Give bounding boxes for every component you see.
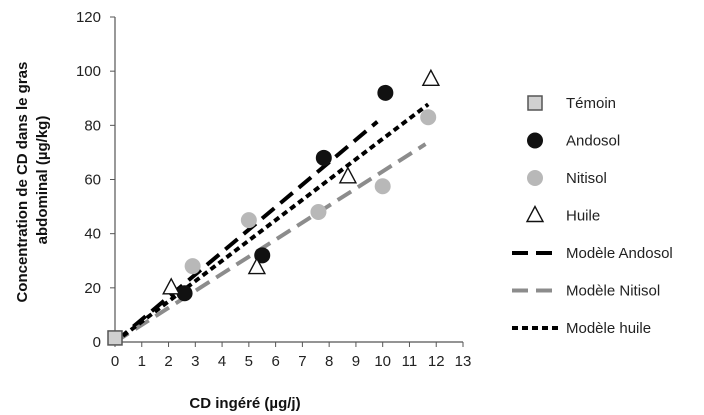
point-nitisol [184, 258, 201, 275]
y-tick-label: 80 [84, 117, 101, 134]
legend-marker-témoin [527, 95, 543, 111]
y-tick-label: 0 [93, 334, 101, 351]
y-tick-label: 20 [84, 280, 101, 297]
model-line-mod-le-andosol [113, 120, 379, 344]
legend-label: Modèle huile [566, 320, 651, 337]
point-nitisol [420, 109, 437, 126]
point-nitisol [240, 212, 257, 229]
legend-label: Modèle Nitisol [566, 283, 660, 300]
model-line-mod-le-huile [113, 102, 430, 344]
x-tick-label: 2 [164, 353, 172, 370]
point-andosol [254, 247, 271, 264]
point-andosol [377, 84, 394, 101]
point-nitisol [310, 204, 327, 220]
point-huile [421, 68, 441, 86]
model-line-mod-le-nitisol [113, 142, 427, 344]
legend-marker-huile [525, 205, 545, 223]
x-tick-label: 0 [111, 353, 119, 370]
y-tick-label: 60 [84, 172, 101, 189]
legend-marker-andosol [527, 132, 543, 149]
legend-marker-nitisol [527, 170, 543, 186]
y-tick-label: 40 [84, 226, 101, 243]
point-huile [162, 277, 181, 295]
x-tick-label: 11 [402, 353, 418, 370]
x-tick-label: 9 [352, 353, 360, 370]
x-tick-label: 12 [428, 353, 445, 370]
point-témoin [107, 330, 123, 346]
x-tick-label: 4 [218, 353, 226, 370]
point-huile [247, 257, 267, 275]
y-axis-title-line-1: Concentration de CD dans le gras [14, 62, 31, 303]
x-axis-title: CD ingéré (µg/j) [189, 395, 300, 412]
x-tick-label: 13 [455, 353, 472, 370]
x-tick-label: 5 [245, 353, 253, 370]
legend-label: Huile [566, 208, 600, 225]
legend-label: Témoin [566, 95, 616, 112]
point-andosol [315, 149, 332, 166]
x-tick-label: 3 [191, 353, 199, 370]
legend-label: Modèle Andosol [566, 245, 673, 262]
x-tick-label: 8 [325, 353, 333, 370]
legend: Témoin Andosol Nitisol Huile Modèle Andosol M… [512, 95, 673, 337]
x-tick-label: 6 [271, 353, 279, 370]
legend-label: Andosol [566, 133, 620, 150]
point-huile [338, 166, 358, 184]
x-tick-label: 7 [298, 353, 306, 370]
x-tick-label: 1 [138, 353, 146, 370]
point-andosol [176, 285, 193, 302]
y-axis-title-line-2: abdominal (µg/kg) [34, 116, 51, 245]
x-tick-label: 10 [374, 353, 391, 370]
legend-label: Nitisol [566, 170, 607, 187]
y-tick-label: 100 [76, 63, 101, 80]
point-nitisol [374, 178, 391, 195]
y-axis-title: Concentration de CD dans le gras abdomin… [14, 57, 51, 302]
y-tick-label: 120 [76, 9, 101, 26]
